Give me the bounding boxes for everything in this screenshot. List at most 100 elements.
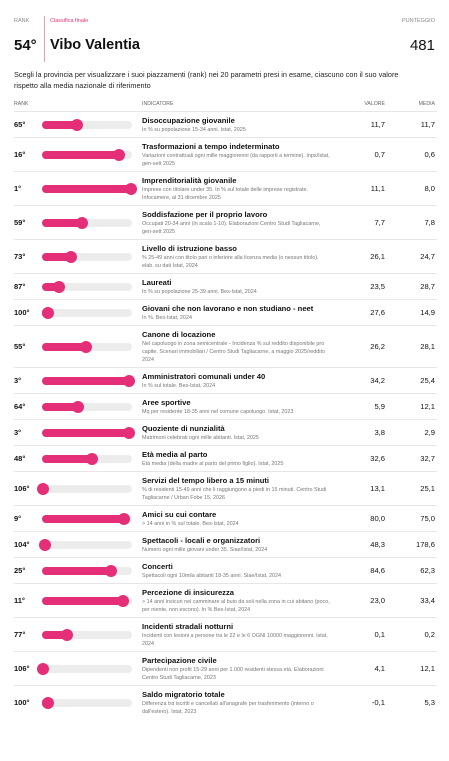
indicator-note: % di residenti 15-49 anni che li raggiun… xyxy=(142,486,327,501)
value: 27,6 xyxy=(370,308,385,317)
indicator-row: 104° Spettacoli - locali e organizzatori N… xyxy=(14,531,437,557)
rank: 16° xyxy=(14,150,26,159)
indicator-row: 64° Aree sportive Mq per residente 18-35 a… xyxy=(14,393,437,419)
indicator-row: 106° Servizi del tempo libero a 15 minuti… xyxy=(14,471,437,505)
indicator-title: Quoziente di nunzialità xyxy=(142,423,225,433)
indicator-note: Imprese con titolare under 35. In % sul … xyxy=(142,186,308,201)
rank-bar-track xyxy=(42,216,132,229)
separator xyxy=(44,16,45,62)
rank: 106° xyxy=(14,484,30,493)
col-average: MEDIA xyxy=(418,101,435,107)
value: 80,0 xyxy=(370,514,385,523)
score-label: PUNTEGGIO xyxy=(401,18,435,24)
rank-bar xyxy=(42,596,123,605)
province-name[interactable]: Vibo Valentia xyxy=(50,37,140,53)
indicator: Amici su cui contare > 14 anni in % sul t… xyxy=(142,510,330,528)
average: 178,6 xyxy=(415,540,435,549)
value: 26,2 xyxy=(370,342,385,351)
value: 0,7 xyxy=(374,150,385,159)
rank-label: RANK xyxy=(14,18,30,24)
indicator-title: Aree sportive xyxy=(142,397,191,407)
indicator-title: Imprenditorialità giovanile xyxy=(142,175,237,185)
indicator-row: 16° Trasformazioni a tempo indeterminato V… xyxy=(14,137,437,171)
rank: 25° xyxy=(14,566,26,575)
rank-dot xyxy=(104,564,117,577)
indicator: Servizi del tempo libero a 15 minuti% di… xyxy=(142,476,330,502)
average: 8,0 xyxy=(424,184,435,193)
intro-text: Scegli la provincia per visualizzare i s… xyxy=(14,70,399,90)
rank-bar xyxy=(42,342,86,351)
indicator-title: Soddisfazione per il proprio lavoro xyxy=(142,209,268,219)
indicator-title: Canone di locazione xyxy=(142,329,216,339)
indicator-title: Spettacoli - locali e organizzatori xyxy=(142,535,261,545)
value: 84,6 xyxy=(370,566,385,575)
rank-dot xyxy=(116,594,129,607)
rank: 87° xyxy=(14,282,26,291)
indicator: Saldo migratorio totale Differenza tra is… xyxy=(142,690,330,716)
rank-dot xyxy=(76,216,89,229)
indicator-note: In % su popolazione 25-39 anni. Bes-Ista… xyxy=(142,288,257,295)
average: 12,1 xyxy=(420,402,435,411)
rank-dot xyxy=(85,452,98,465)
indicator-title: Percezione di insicurezza xyxy=(142,587,235,597)
rank-bar-track xyxy=(41,696,132,709)
value: 11,1 xyxy=(370,184,385,193)
indicator-row: 3° Amministratori comunali under 40 In % s… xyxy=(14,367,437,393)
indicator-note: Matrimoni celebrati ogni mille abitanti.… xyxy=(142,434,259,441)
rank: 55° xyxy=(14,342,26,351)
rank: 9° xyxy=(14,514,22,523)
indicator-title: Concerti xyxy=(142,561,173,571)
indicator: Incidenti stradali notturni Incidenti con… xyxy=(142,622,330,648)
rank-dot xyxy=(125,182,138,195)
rank-dot xyxy=(123,426,136,439)
rank: 1° xyxy=(14,184,22,193)
rank-bar-track xyxy=(36,662,132,675)
rank-bar xyxy=(42,218,83,227)
average: 24,7 xyxy=(420,252,435,261)
indicator: Disoccupazione giovanile In % su popolazi… xyxy=(142,116,330,134)
overall-score: 481 xyxy=(409,37,435,54)
rank: 59° xyxy=(14,218,26,227)
average: 33,4 xyxy=(420,596,435,605)
indicator: Soddisfazione per il proprio lavoro Occup… xyxy=(142,210,330,236)
indicator-title: Livello di istruzione basso xyxy=(142,243,237,253)
indicator-row: 59° Soddisfazione per il proprio lavoro Oc… xyxy=(14,205,437,239)
rank-bar-track xyxy=(42,118,132,131)
indicator-note: > 14 anni insicuri nel camminare al buio… xyxy=(142,598,330,613)
average: 75,0 xyxy=(420,514,435,523)
rank-bar xyxy=(42,566,111,575)
value: 23,5 xyxy=(370,282,385,291)
overall-rank: 54° xyxy=(14,37,37,54)
rank-bar-track xyxy=(42,628,132,641)
rank-bar xyxy=(42,428,130,437)
indicator-title: Incidenti stradali notturni xyxy=(142,621,234,631)
indicator-row: 55° Canone di locazione Nel capoluogo in z… xyxy=(14,325,437,367)
indicator-row: 65° Disoccupazione giovanile In % su popol… xyxy=(14,111,437,137)
value: 23,0 xyxy=(370,596,385,605)
indicator-row: 25° Concerti Spettacoli ogni 10mila abitan… xyxy=(14,557,437,583)
rank: 106° xyxy=(14,664,30,673)
indicator-note: Differenza tra iscritti e cancellati all… xyxy=(142,700,314,715)
rank-bar xyxy=(42,376,130,385)
indicator-title: Servizi del tempo libero a 15 minuti xyxy=(142,475,270,485)
indicator-note: In % su popolazione 15-34 anni. Istat, 2… xyxy=(142,126,246,133)
average: 28,1 xyxy=(420,342,435,351)
rank-dot xyxy=(71,118,84,131)
rank-bar xyxy=(42,402,79,411)
indicator-row: 3° Quoziente di nunzialità Matrimoni celeb… xyxy=(14,419,437,445)
rank-dot xyxy=(36,482,49,495)
value: 11,7 xyxy=(370,120,385,129)
rank-dot xyxy=(118,512,131,525)
indicator-title: Trasformazioni a tempo indeterminato xyxy=(142,141,280,151)
indicator-note: In % sul totale. Bes-Istat, 2024 xyxy=(142,382,216,389)
rank-bar xyxy=(42,514,125,523)
rank-bar xyxy=(42,150,119,159)
indicator-row: 9° Amici su cui contare > 14 anni in % sul… xyxy=(14,505,437,531)
rank-bar xyxy=(42,630,68,639)
rank-bar-track xyxy=(42,564,132,577)
average: 28,7 xyxy=(420,282,435,291)
indicator: Amministratori comunali under 40 In % sul… xyxy=(142,372,330,390)
indicator: Quoziente di nunzialità Matrimoni celebra… xyxy=(142,424,330,442)
average: 32,7 xyxy=(420,454,435,463)
value: 4,1 xyxy=(374,664,385,673)
